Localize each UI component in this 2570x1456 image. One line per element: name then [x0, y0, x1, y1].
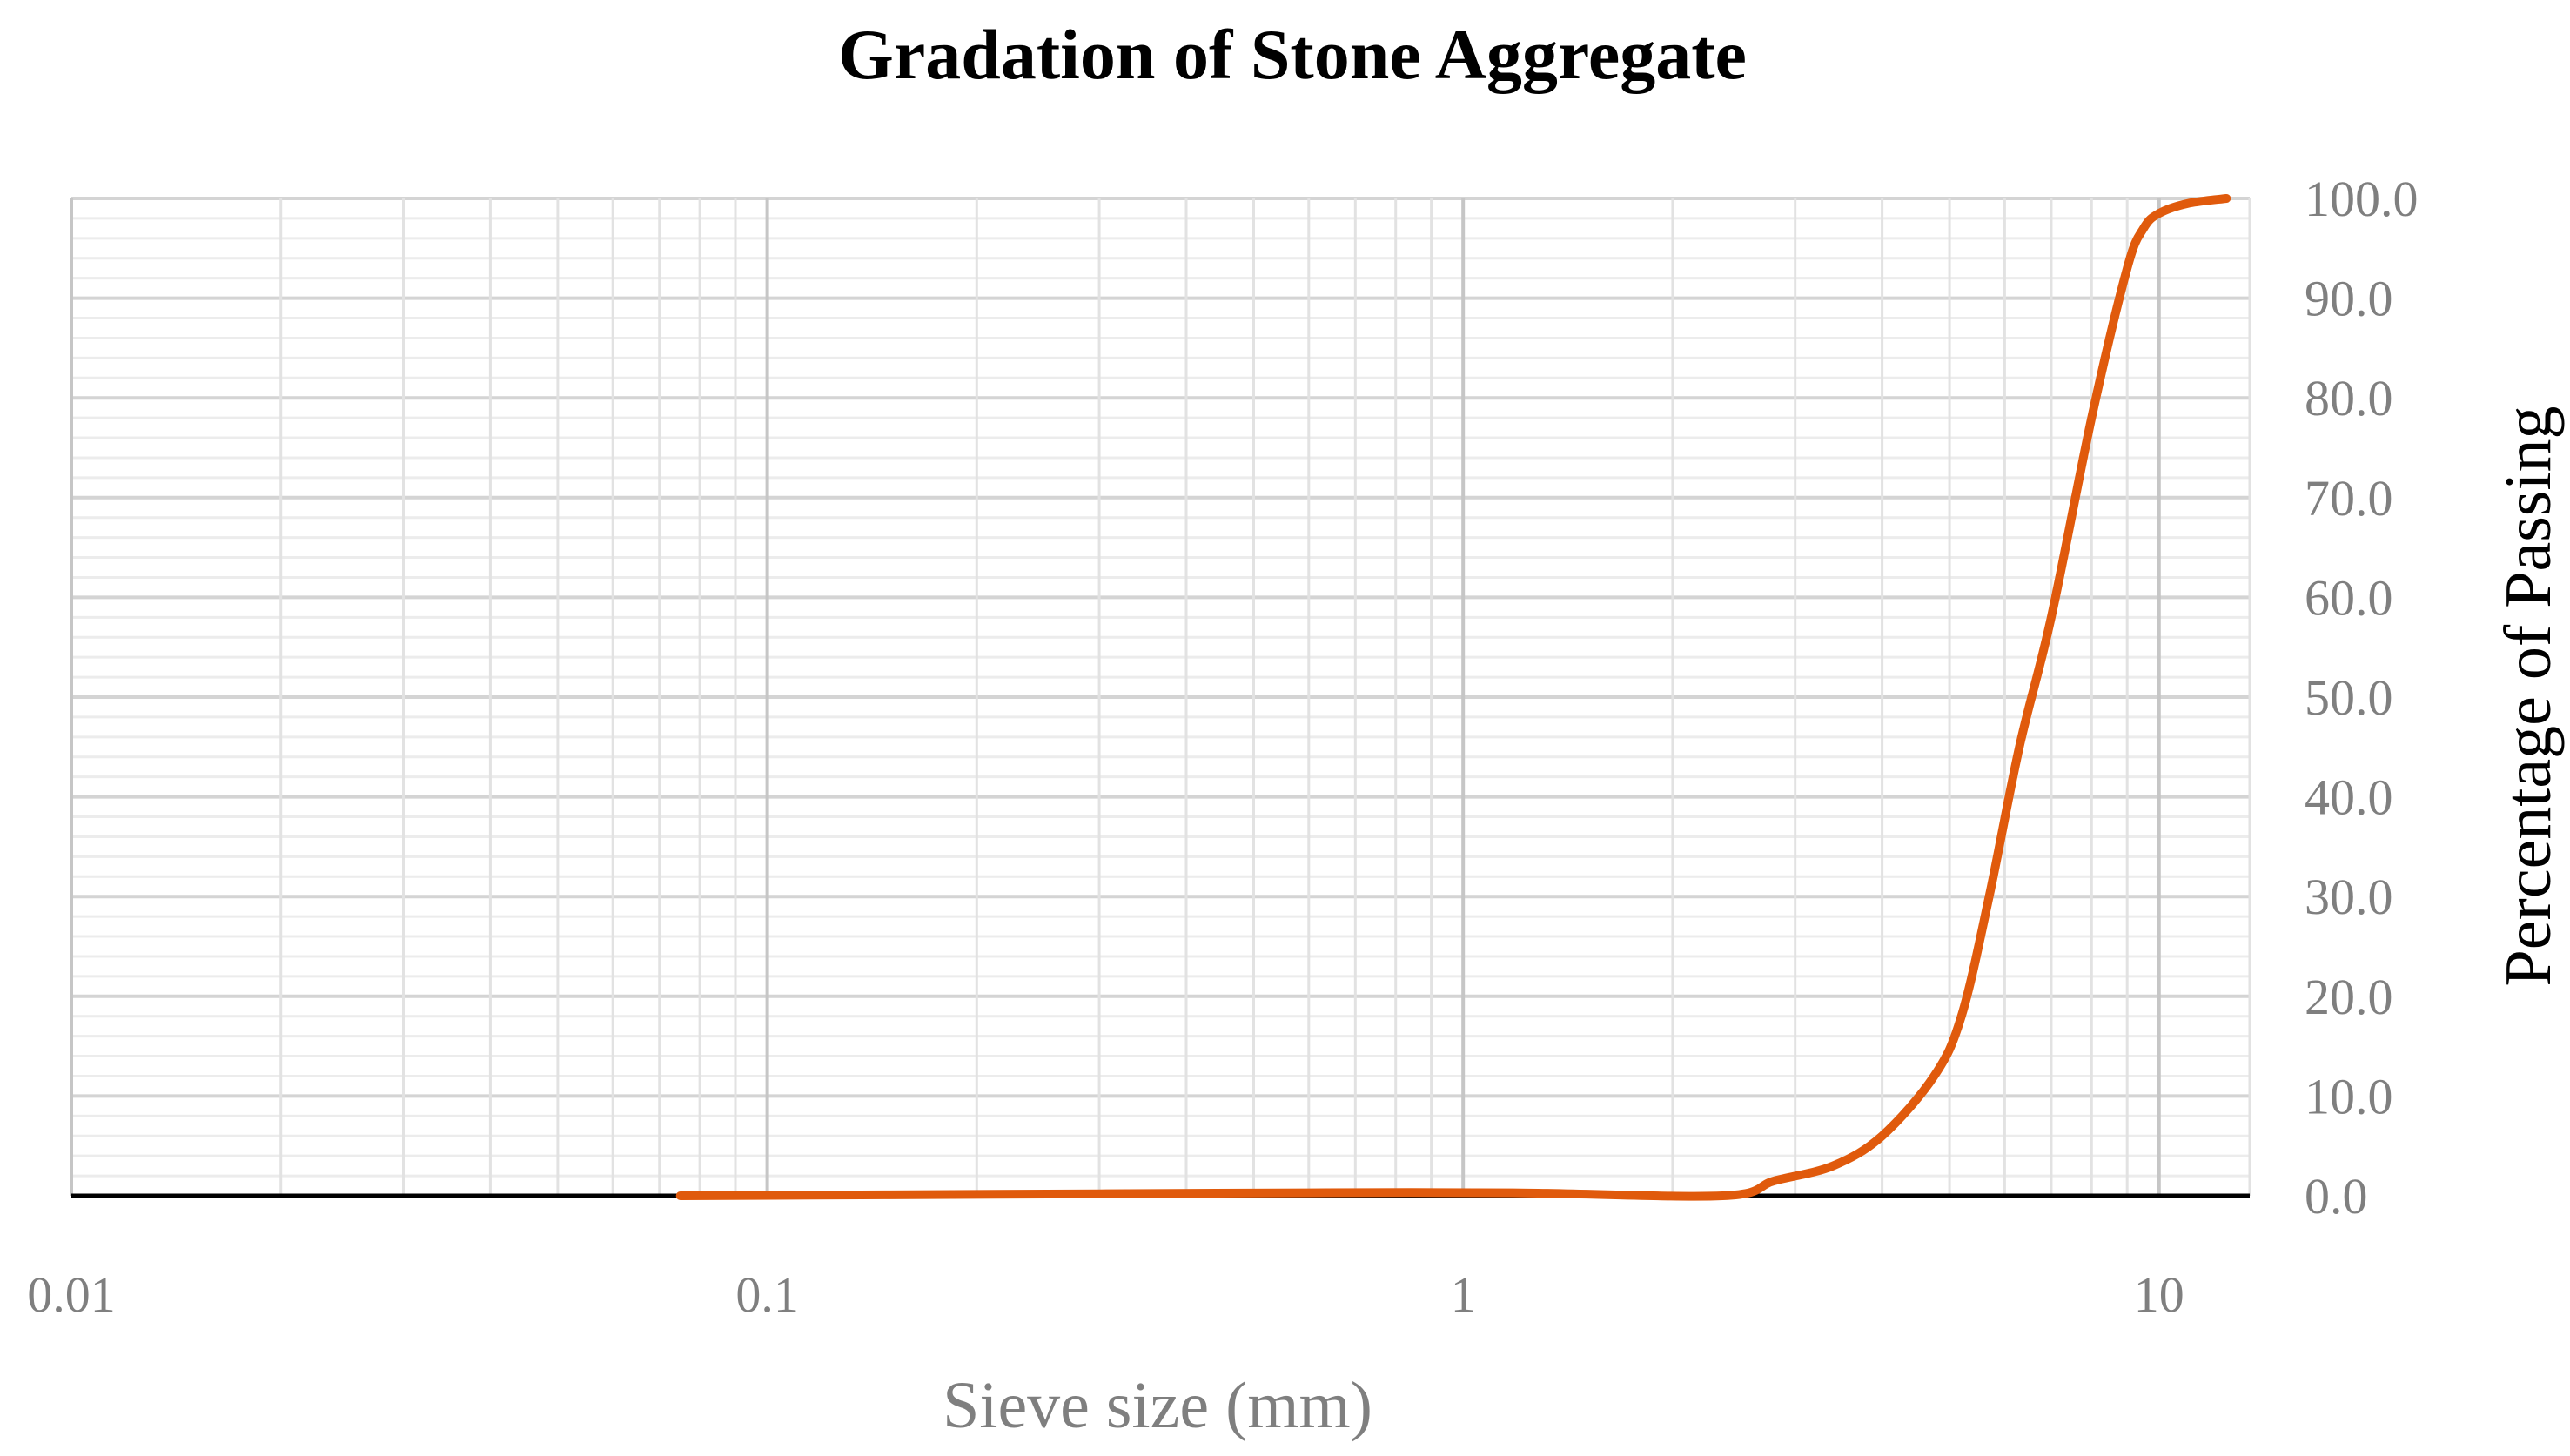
y-tick-label: 0.0 [2305, 1168, 2368, 1225]
y-tick-label: 40.0 [2305, 769, 2393, 826]
y-tick-label: 70.0 [2305, 470, 2393, 527]
chart-title: Gradation of Stone Aggregate [838, 15, 1747, 94]
x-axis-label: Sieve size (mm) [943, 1369, 1372, 1442]
y-tick-label: 80.0 [2305, 370, 2393, 426]
x-tick-label: 0.1 [735, 1266, 799, 1323]
x-tick-label: 1 [1451, 1266, 1476, 1323]
y-axis-label: Percentage of Passing [2492, 406, 2565, 987]
x-tick-label: 0.01 [27, 1266, 116, 1323]
y-tick-label: 30.0 [2305, 869, 2393, 925]
y-tick-label: 20.0 [2305, 969, 2393, 1025]
y-tick-label: 90.0 [2305, 271, 2393, 327]
y-tick-label: 60.0 [2305, 569, 2393, 626]
y-tick-labels: 0.0 10.0 20.0 30.0 40.0 50.0 60.0 70.0 80.0 90.0 1… [2305, 171, 2419, 1225]
y-tick-label: 10.0 [2305, 1068, 2393, 1124]
x-tick-labels: 0.01 0.1 1 10 [27, 1266, 2184, 1323]
series-group [675, 194, 2231, 1201]
y-tick-label: 50.0 [2305, 669, 2393, 726]
series-line [675, 194, 2231, 1201]
x-tick-label: 10 [2134, 1266, 2184, 1323]
y-tick-label: 100.0 [2305, 171, 2419, 227]
grid [70, 197, 2251, 1196]
